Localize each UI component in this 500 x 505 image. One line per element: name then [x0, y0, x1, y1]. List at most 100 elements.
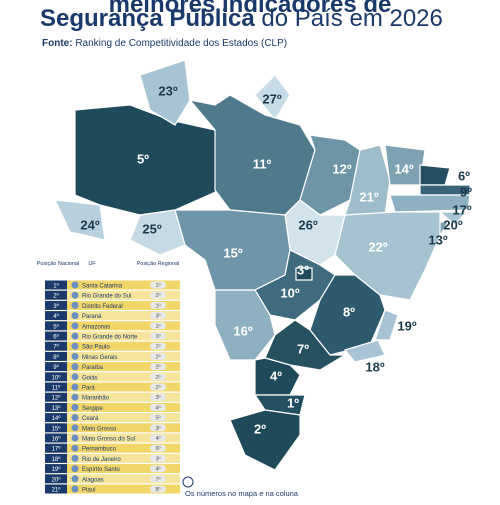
- state-rank: 21º: [359, 189, 378, 204]
- rank: 5º: [53, 323, 59, 330]
- regional-badge: [150, 465, 166, 473]
- state-name: Paraíba: [82, 365, 104, 371]
- state-rank: 22º: [368, 239, 387, 254]
- state-rank: 4º: [270, 368, 282, 383]
- state-rank: 16º: [233, 323, 252, 338]
- state-name: Amazonas: [82, 324, 110, 330]
- state-name: Rio de Janeiro: [82, 457, 121, 463]
- row-bg: [45, 290, 180, 300]
- flag: [71, 403, 79, 411]
- rank-badge: [45, 321, 67, 331]
- state-name: Rio Grande do Norte: [82, 335, 138, 341]
- state-rank: 23º: [158, 83, 177, 98]
- rank: 8º: [53, 354, 59, 361]
- flag: [71, 465, 79, 473]
- state-rank: 12º: [332, 161, 351, 176]
- state-name: Paraná: [82, 314, 102, 320]
- flag: [71, 312, 79, 320]
- regional-rank: 1º: [155, 323, 160, 330]
- state: [334, 211, 441, 301]
- rank-badge: [45, 423, 67, 433]
- rank: 17º: [52, 446, 62, 453]
- state: [295, 267, 313, 281]
- flag: [71, 291, 79, 299]
- table-header: Posição Nacional: [37, 261, 80, 267]
- flag: [71, 342, 79, 350]
- table-header: UF: [88, 261, 96, 267]
- state: [438, 211, 468, 226]
- state-rank: 18º: [365, 359, 384, 374]
- row-bg: [45, 300, 180, 310]
- regional-rank: 2º: [155, 353, 160, 360]
- rank-badge: [45, 453, 67, 463]
- title-bold: Segurança Pública: [40, 5, 255, 32]
- flag: [71, 485, 79, 493]
- rank: 13º: [52, 405, 62, 412]
- regional-badge: [150, 414, 166, 422]
- state: [374, 309, 399, 341]
- state: [54, 199, 106, 241]
- row-bg: [45, 362, 180, 372]
- regional-rank: 3º: [155, 455, 160, 462]
- rank: 10º: [52, 374, 62, 381]
- state: [229, 409, 301, 471]
- state-name: Rio Grande do Sul: [82, 294, 131, 300]
- state-name: São Paulo: [82, 345, 110, 351]
- flag: [71, 444, 79, 452]
- source: Fonte: Ranking de Competitividade dos Es…: [42, 38, 287, 49]
- rank: 19º: [52, 466, 62, 473]
- regional-rank: 5º: [155, 415, 160, 422]
- flag: [71, 281, 79, 289]
- regional-rank: 2º: [155, 374, 160, 381]
- regional-rank: 8º: [155, 486, 160, 493]
- state-rank: 25º: [142, 221, 161, 236]
- regional-rank: 4º: [155, 435, 160, 442]
- rank: 20º: [52, 476, 62, 483]
- regional-badge: [150, 373, 166, 381]
- map: [54, 59, 471, 471]
- state: [254, 74, 291, 122]
- state-name: Santa Catarina: [82, 284, 123, 290]
- note: Os números no mapa e na coluna: [185, 489, 299, 498]
- source-text: Ranking de Competitividade dos Estados (…: [75, 38, 287, 49]
- rank: 11º: [52, 385, 61, 392]
- state-name: Goiás: [82, 375, 98, 381]
- rank-badge: [45, 392, 67, 402]
- regional-rank: 2º: [155, 364, 160, 371]
- regional-rank: 2º: [155, 292, 160, 299]
- row-bg: [45, 321, 180, 331]
- regional-badge: [150, 312, 166, 320]
- row-bg: [45, 464, 180, 474]
- state: [389, 194, 471, 213]
- state-rank: 19º: [397, 318, 416, 333]
- row-bg: [45, 382, 180, 392]
- row-bg: [45, 484, 180, 494]
- rank-badge: [45, 341, 67, 351]
- row-bg: [45, 402, 180, 412]
- row-bg: [45, 311, 180, 321]
- rank: 4º: [53, 313, 59, 320]
- state-name: Mato Grosso do Sul: [82, 437, 135, 443]
- state-rank: 10º: [280, 285, 299, 300]
- regional-badge: [150, 444, 166, 452]
- flag: [71, 373, 79, 381]
- state-rank: 9º: [460, 184, 472, 199]
- state-name: Espírito Santo: [82, 467, 120, 473]
- regional-rank: 1º: [155, 282, 160, 289]
- regional-badge: [150, 424, 166, 432]
- regional-rank: 3º: [155, 313, 160, 320]
- flag: [71, 454, 79, 462]
- rank-badge: [45, 351, 67, 361]
- regional-rank: 6º: [155, 445, 160, 452]
- rank: 3º: [53, 303, 59, 310]
- state-rank: 20º: [443, 217, 462, 232]
- rank: 15º: [52, 425, 62, 432]
- row-bg: [45, 423, 180, 433]
- state-name: Sergipe: [82, 406, 103, 412]
- row-bg: [45, 392, 180, 402]
- regional-badge: [150, 403, 166, 411]
- row-bg: [45, 474, 180, 484]
- rank: 7º: [53, 344, 59, 351]
- rank-badge: [45, 474, 67, 484]
